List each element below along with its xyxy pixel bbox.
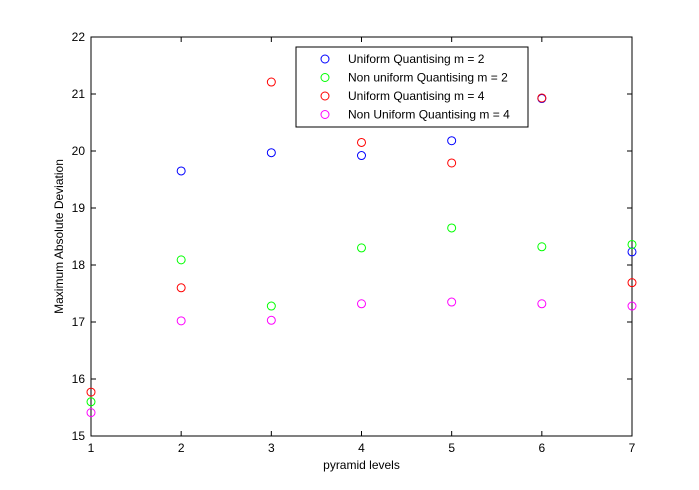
data-point-series-4 xyxy=(86,408,96,418)
y-axis-label: Maximum Absolute Deviation xyxy=(52,159,66,314)
y-tick-label: 22 xyxy=(72,30,86,44)
data-point-series-1 xyxy=(627,247,637,257)
y-tick-label: 20 xyxy=(72,144,86,158)
data-point-series-4 xyxy=(266,315,276,325)
data-point-series-3 xyxy=(447,158,457,168)
y-tick-label: 16 xyxy=(72,372,86,386)
data-point-series-3 xyxy=(176,283,186,293)
x-tick-label: 5 xyxy=(448,441,455,455)
x-tick-label: 6 xyxy=(538,441,545,455)
data-point-series-3 xyxy=(266,77,276,87)
data-point-series-1 xyxy=(447,136,457,146)
data-points xyxy=(86,77,637,418)
data-point-series-4 xyxy=(447,297,457,307)
legend-entry: Uniform Quantising m = 4 xyxy=(348,89,485,103)
data-point-series-3 xyxy=(86,387,96,397)
data-point-series-1 xyxy=(266,148,276,158)
data-point-series-2 xyxy=(176,255,186,265)
x-axis-label: pyramid levels xyxy=(323,458,400,472)
x-tick-label: 2 xyxy=(178,441,185,455)
data-point-series-3 xyxy=(627,278,637,288)
data-point-series-1 xyxy=(176,166,186,176)
y-tick-label: 15 xyxy=(72,429,86,443)
data-point-series-4 xyxy=(176,316,186,326)
data-point-series-2 xyxy=(86,397,96,407)
x-axis: 1 2 3 4 5 6 7 xyxy=(88,37,636,455)
data-point-series-1 xyxy=(357,151,366,161)
data-point-series-2 xyxy=(266,301,276,311)
data-point-series-4 xyxy=(357,299,366,309)
y-tick-label: 19 xyxy=(72,201,86,215)
data-point-series-2 xyxy=(537,242,547,252)
data-point-series-3 xyxy=(537,93,547,103)
data-point-series-2 xyxy=(447,223,457,233)
x-tick-label: 4 xyxy=(358,441,365,455)
x-tick-label: 7 xyxy=(629,441,636,455)
y-tick-label: 18 xyxy=(72,258,86,272)
legend-marker xyxy=(320,54,330,64)
y-axis: 15 16 17 18 19 20 21 22 xyxy=(72,30,632,443)
y-tick-label: 17 xyxy=(72,315,86,329)
legend-box xyxy=(295,46,529,128)
data-point-series-4 xyxy=(627,301,637,311)
data-point-series-2 xyxy=(627,239,637,249)
x-tick-label: 1 xyxy=(88,441,95,455)
legend-marker xyxy=(320,110,330,119)
y-tick-label: 21 xyxy=(72,87,86,101)
legend-entry: Non Uniform Quantising m = 4 xyxy=(348,108,510,122)
x-tick-label: 3 xyxy=(268,441,275,455)
legend: Uniform Quantising m = 2 Non uniform Quan… xyxy=(295,46,529,128)
legend-entry: Uniform Quantising m = 2 xyxy=(348,52,485,66)
legend-marker xyxy=(320,91,330,101)
data-point-series-3 xyxy=(357,137,366,147)
data-point-series-4 xyxy=(537,299,547,309)
legend-entry: Non uniform Quantising m = 2 xyxy=(348,71,508,85)
legend-marker xyxy=(320,73,330,82)
data-point-series-2 xyxy=(357,243,366,253)
